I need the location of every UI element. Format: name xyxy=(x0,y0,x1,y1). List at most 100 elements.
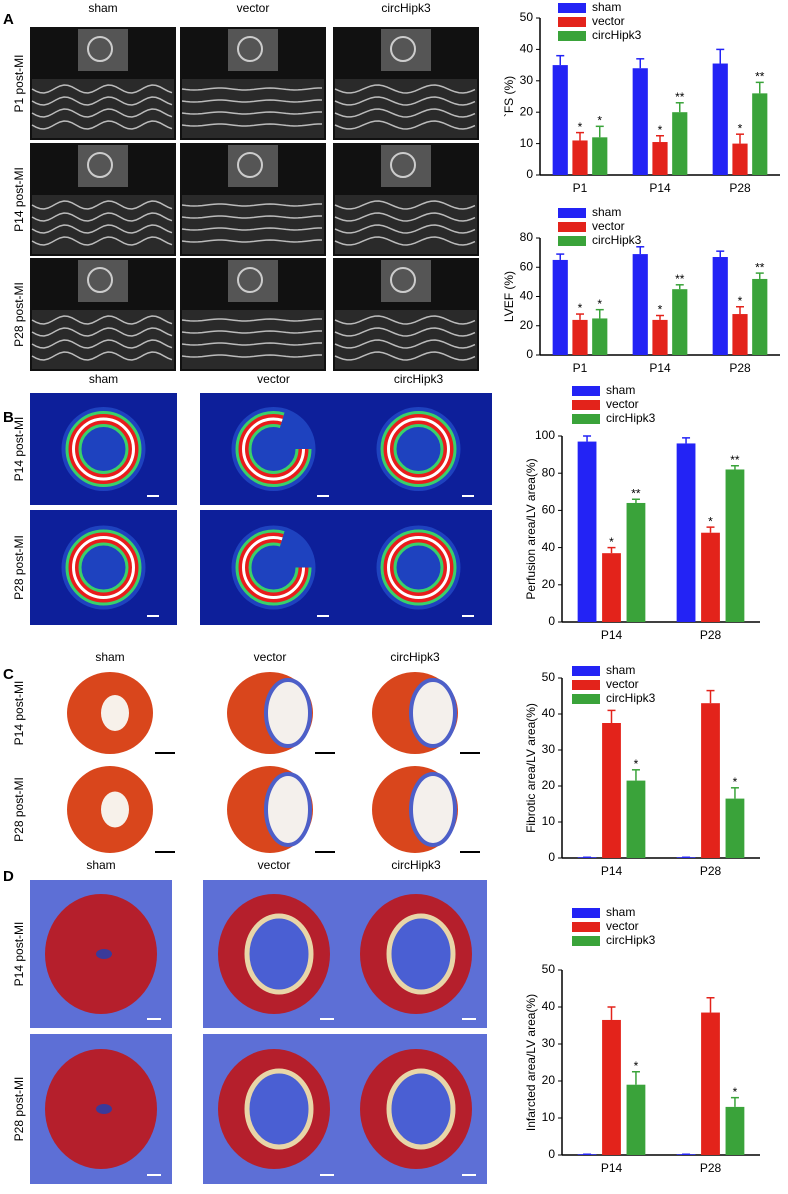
x-tick-label: P28 xyxy=(729,361,751,375)
echo-view xyxy=(228,145,278,187)
echo-ring xyxy=(390,152,416,178)
y-tick-label: 40 xyxy=(542,706,556,720)
scale-bar xyxy=(320,1174,334,1176)
mmode-line xyxy=(31,108,173,118)
scale-bar xyxy=(317,615,329,617)
bar xyxy=(632,254,648,355)
panel-label: A xyxy=(3,11,14,28)
mmode xyxy=(335,195,477,254)
mmode-line xyxy=(334,212,476,222)
legend-swatch xyxy=(572,400,600,410)
scale-bar xyxy=(460,752,480,754)
legend-swatch xyxy=(572,922,600,932)
legend-label: sham xyxy=(592,205,621,219)
fibrosis xyxy=(409,772,457,847)
y-tick-label: 40 xyxy=(542,999,556,1013)
x-tick-label: P28 xyxy=(700,628,722,642)
row-label: P28 post-MI xyxy=(12,535,26,600)
mmode-line xyxy=(334,351,476,361)
mmode-line xyxy=(31,84,173,94)
echo-view xyxy=(78,145,128,187)
bar xyxy=(632,68,648,175)
mmode-line xyxy=(334,200,476,210)
lumen xyxy=(96,1104,112,1114)
x-tick-label: P28 xyxy=(729,181,751,195)
bar xyxy=(602,723,621,858)
ring-white xyxy=(387,417,450,481)
significance: * xyxy=(609,535,614,549)
x-tick-label: P28 xyxy=(700,864,722,878)
image xyxy=(345,880,487,1028)
image xyxy=(333,143,479,256)
y-axis-label: LVEF (%) xyxy=(502,271,516,322)
mmode-line xyxy=(31,315,173,325)
scale-bar xyxy=(155,752,175,754)
panel-label: D xyxy=(3,868,14,885)
y-tick-label: 50 xyxy=(542,670,556,684)
mmode-line xyxy=(181,87,323,91)
x-tick-label: P1 xyxy=(573,181,588,195)
mmode-line xyxy=(31,120,173,130)
bar xyxy=(626,1084,646,1155)
scale-bar xyxy=(320,1018,334,1020)
bar xyxy=(701,532,720,622)
bar xyxy=(725,798,745,858)
echo-view xyxy=(381,145,431,187)
image xyxy=(227,766,335,853)
column-label: vector xyxy=(254,650,287,664)
mmode-line xyxy=(334,108,476,118)
column-label: circHipk3 xyxy=(394,372,444,386)
mmode-line xyxy=(31,351,173,361)
mmode-line xyxy=(334,84,476,94)
bar xyxy=(652,142,668,175)
y-tick-label: 40 xyxy=(542,540,556,554)
mmode-line xyxy=(181,330,323,334)
bar xyxy=(592,318,608,355)
echo-ring xyxy=(87,267,113,293)
row-label: P28 post-MI xyxy=(12,282,26,347)
legend-swatch xyxy=(572,666,600,676)
row-label: P28 post-MI xyxy=(12,777,26,842)
mmode-line xyxy=(31,212,173,222)
mmode-line xyxy=(31,224,173,234)
mmode-line xyxy=(181,227,323,231)
ring-white xyxy=(72,417,135,481)
scale-bar xyxy=(462,1018,476,1020)
legend-swatch xyxy=(558,208,586,218)
echo-ring xyxy=(390,267,416,293)
echo-ring xyxy=(237,152,263,178)
echo-ring xyxy=(87,152,113,178)
infarct xyxy=(244,913,314,995)
legend-label: vector xyxy=(606,677,639,691)
bar xyxy=(732,314,748,355)
mmode-line xyxy=(334,96,476,106)
y-tick-label: 0 xyxy=(526,347,533,361)
legend-swatch xyxy=(572,908,600,918)
ring-white xyxy=(242,417,305,481)
ring-white xyxy=(242,536,305,599)
column-label: sham xyxy=(95,650,124,664)
legend-label: circHipk3 xyxy=(606,933,656,947)
image xyxy=(67,672,175,754)
infarct xyxy=(386,913,456,995)
significance: * xyxy=(634,757,639,771)
bar xyxy=(712,63,728,175)
column-label: sham xyxy=(89,372,118,386)
scale-bar xyxy=(315,752,335,754)
column-label: vector xyxy=(257,372,290,386)
image xyxy=(180,27,326,140)
column-label: circHipk3 xyxy=(381,1,431,15)
echo-view xyxy=(228,29,278,71)
legend-label: sham xyxy=(606,663,635,677)
mmode-line xyxy=(31,200,173,210)
y-axis-label: Infarcted area/LV area(%) xyxy=(524,994,538,1131)
image xyxy=(345,510,492,625)
bar xyxy=(752,278,768,355)
mmode xyxy=(182,310,324,369)
echo-view xyxy=(78,29,128,71)
row-label: P14 post-MI xyxy=(12,167,26,232)
bar xyxy=(552,65,568,175)
lumen xyxy=(96,949,112,959)
y-axis-label: `FS (%) xyxy=(502,76,516,117)
y-tick-label: 50 xyxy=(520,10,534,24)
